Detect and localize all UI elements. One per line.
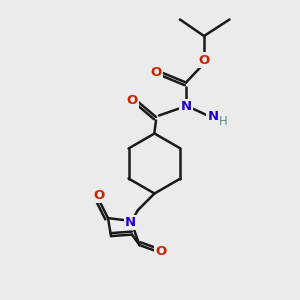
Text: O: O: [126, 94, 138, 107]
Text: O: O: [155, 244, 166, 258]
Text: O: O: [150, 65, 162, 79]
Text: N: N: [207, 110, 219, 124]
Text: N: N: [125, 216, 136, 229]
Text: O: O: [198, 53, 210, 67]
Text: O: O: [93, 189, 105, 202]
Text: H: H: [219, 115, 228, 128]
Text: N: N: [180, 100, 192, 113]
